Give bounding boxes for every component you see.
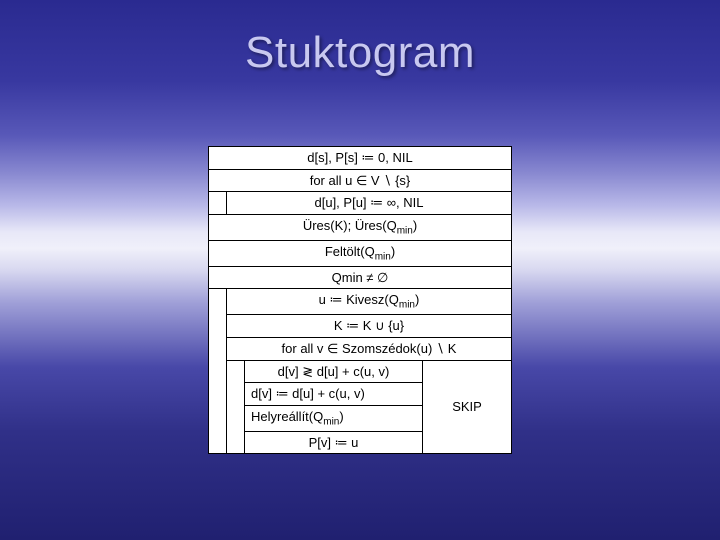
subscript: min <box>375 251 391 262</box>
text: ) <box>391 244 395 259</box>
gutter <box>209 192 227 214</box>
step-extract-min: u ≔ Kivesz(Qmin) <box>227 289 511 315</box>
gutter <box>227 361 245 454</box>
text: ) <box>339 409 343 424</box>
struktogram-diagram: d[s], P[s] ≔ 0, NIL for all u ∈ V ∖ {s} … <box>208 146 512 454</box>
text: Üres(K); Üres(Q <box>303 218 397 233</box>
subscript: min <box>323 416 339 427</box>
text: u ≔ Kivesz(Q <box>319 292 399 307</box>
condition-branch: d[v] ≷ d[u] + c(u, v) d[v] ≔ d[u] + c(u,… <box>227 361 511 454</box>
step-fill-q: Feltölt(Qmin) <box>209 241 511 267</box>
text: Feltölt(Q <box>325 244 375 259</box>
step-compare: d[v] ≷ d[u] + c(u, v) <box>245 361 422 384</box>
step-init-u: d[u], P[u] ≔ ∞, NIL <box>227 192 511 214</box>
step-relax-d: d[v] ≔ d[u] + c(u, v) <box>245 383 422 406</box>
while-body: u ≔ Kivesz(Qmin) K ≔ K ∪ {u} for all v ∈… <box>209 289 511 453</box>
step-forall-u: for all u ∈ V ∖ {s} <box>209 170 511 193</box>
slide-title: Stuktogram <box>0 28 720 78</box>
text: ) <box>413 218 417 233</box>
step-forall-v: for all v ∈ Szomszédok(u) ∖ K <box>227 338 511 361</box>
step-restore-heap: Helyreállít(Qmin) <box>245 406 422 432</box>
gutter <box>209 289 227 453</box>
branch-skip: SKIP <box>423 361 511 454</box>
step-add-to-k: K ≔ K ∪ {u} <box>227 315 511 338</box>
step-while-qmin: Qmin ≠ ∅ <box>209 267 511 290</box>
branch-true: d[v] ≷ d[u] + c(u, v) d[v] ≔ d[u] + c(u,… <box>245 361 423 454</box>
subscript: min <box>397 225 413 236</box>
subscript: min <box>399 300 415 311</box>
step-init-u-nested: d[u], P[u] ≔ ∞, NIL <box>209 192 511 215</box>
step-set-parent: P[v] ≔ u <box>245 432 422 454</box>
step-empty-kq: Üres(K); Üres(Qmin) <box>209 215 511 241</box>
text: Helyreállít(Q <box>251 409 323 424</box>
step-init-source: d[s], P[s] ≔ 0, NIL <box>209 147 511 170</box>
text: ) <box>415 292 419 307</box>
